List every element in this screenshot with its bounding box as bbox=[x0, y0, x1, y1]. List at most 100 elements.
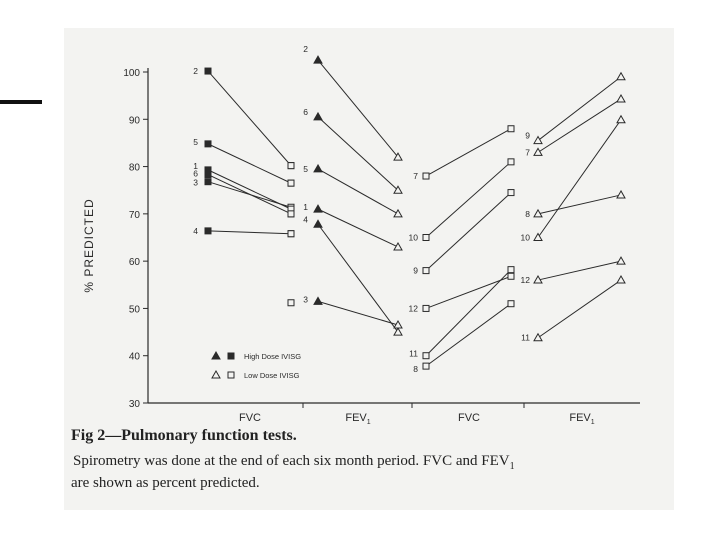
patient-label: 6 bbox=[303, 107, 308, 117]
slide-accent-bar bbox=[0, 100, 42, 104]
y-tick-label: 90 bbox=[129, 115, 141, 126]
pulmonary-function-chart: 30 40 50 60 70 80 90 100 % PREDICTED FVC FEV1 FVC FE… bbox=[82, 44, 640, 426]
data-point bbox=[422, 234, 430, 241]
series-line bbox=[425, 303, 512, 367]
data-point bbox=[393, 152, 403, 161]
data-point bbox=[422, 352, 430, 360]
patient-label: 5 bbox=[193, 137, 198, 147]
series-line bbox=[317, 168, 399, 215]
data-point bbox=[616, 256, 626, 265]
data-point bbox=[287, 162, 295, 170]
legend-square bbox=[227, 371, 235, 379]
patient-label: 10 bbox=[521, 233, 531, 243]
data-point bbox=[507, 266, 515, 274]
series-line bbox=[207, 143, 292, 184]
data-point bbox=[287, 230, 295, 238]
y-tick-label: 40 bbox=[129, 352, 141, 363]
y-tick-label: 100 bbox=[123, 68, 140, 79]
patient-label: 9 bbox=[413, 266, 418, 276]
patient-label: 8 bbox=[413, 364, 418, 374]
patient-label: 12 bbox=[521, 275, 531, 285]
data-point bbox=[313, 163, 323, 173]
series-line bbox=[207, 230, 292, 235]
series-line bbox=[425, 128, 512, 177]
data-point bbox=[204, 171, 212, 179]
series-line bbox=[537, 194, 622, 215]
patient-label: 4 bbox=[193, 226, 198, 236]
series-line bbox=[537, 76, 622, 141]
data-point bbox=[313, 204, 323, 213]
caption-line-2: are shown as percent predicted. bbox=[71, 475, 260, 491]
data-point bbox=[393, 185, 403, 194]
series-line bbox=[317, 223, 399, 333]
x-category-label: FEV1 bbox=[345, 412, 370, 426]
patient-label: 10 bbox=[409, 233, 419, 243]
patient-label: 2 bbox=[303, 44, 308, 54]
y-tick-label: 60 bbox=[129, 257, 141, 268]
data-point bbox=[507, 189, 515, 197]
data-point bbox=[507, 300, 515, 308]
x-category-label: FEV1 bbox=[569, 412, 594, 426]
patient-label: 7 bbox=[525, 147, 530, 157]
series-line bbox=[317, 59, 399, 158]
patient-label: 1 bbox=[193, 161, 198, 171]
data-point bbox=[507, 125, 515, 133]
figure-scan bbox=[64, 28, 674, 510]
data-point bbox=[422, 267, 430, 275]
series-line bbox=[425, 192, 512, 271]
legend-square bbox=[227, 352, 235, 360]
data-point bbox=[393, 241, 403, 251]
patient-label: 3 bbox=[193, 178, 198, 188]
series-line bbox=[537, 260, 622, 281]
data-point bbox=[507, 272, 515, 280]
patient-label: 6 bbox=[193, 169, 198, 179]
series-line bbox=[317, 116, 399, 191]
x-category-label: FVC bbox=[239, 412, 261, 424]
series-line bbox=[317, 300, 399, 326]
legend-triangle bbox=[211, 369, 221, 379]
patient-label: 4 bbox=[303, 214, 308, 224]
figure-title: Fig 2—Pulmonary function tests. bbox=[71, 427, 297, 444]
series-line bbox=[425, 275, 512, 309]
data-point bbox=[393, 319, 403, 329]
patient-label: 3 bbox=[303, 294, 308, 304]
series-line bbox=[207, 181, 292, 208]
data-point bbox=[533, 275, 543, 284]
patient-label: 2 bbox=[193, 66, 198, 76]
figure-description: Spirometry was done at the end of each s… bbox=[71, 453, 671, 492]
data-point bbox=[533, 147, 543, 156]
y-tick-label: 70 bbox=[129, 210, 141, 221]
data-point bbox=[204, 67, 212, 75]
data-point bbox=[204, 227, 212, 235]
data-point bbox=[616, 93, 626, 103]
patient-label: 1 bbox=[303, 202, 308, 212]
data-point bbox=[616, 114, 626, 124]
series-line bbox=[207, 70, 292, 166]
data-point bbox=[287, 179, 295, 187]
data-point bbox=[422, 304, 430, 312]
data-point bbox=[616, 189, 626, 199]
data-point bbox=[204, 140, 212, 148]
data-point bbox=[313, 296, 323, 305]
y-tick-label: 80 bbox=[129, 163, 141, 174]
data-point bbox=[287, 299, 295, 307]
data-point bbox=[287, 210, 295, 218]
data-point bbox=[616, 275, 626, 284]
data-point bbox=[533, 135, 543, 145]
patient-label: 5 bbox=[303, 164, 308, 174]
caption-line-1: Spirometry was done at the end of each s… bbox=[73, 453, 510, 469]
figure-caption: Fig 2—Pulmonary function tests. Spiromet… bbox=[71, 427, 671, 492]
data-point bbox=[422, 172, 430, 180]
patient-label: 8 bbox=[525, 209, 530, 219]
legend-triangle bbox=[211, 350, 221, 360]
y-tick-label: 30 bbox=[129, 399, 141, 410]
legend-label: High Dose IVISG bbox=[244, 352, 301, 361]
data-point bbox=[313, 55, 323, 64]
y-tick-label: 50 bbox=[129, 304, 141, 315]
data-point bbox=[204, 178, 212, 186]
series-line bbox=[425, 161, 512, 238]
caption-subscript: 1 bbox=[509, 461, 515, 472]
data-point bbox=[313, 111, 323, 121]
series-line bbox=[425, 269, 512, 357]
x-category-label: FVC bbox=[458, 412, 480, 424]
